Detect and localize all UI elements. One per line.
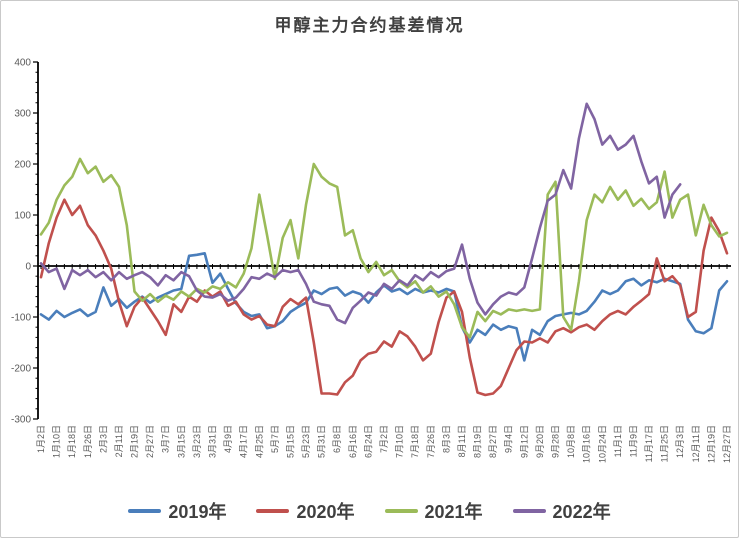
x-axis-label: 2月27日 (145, 425, 155, 458)
x-axis-label: 2月11日 (114, 425, 124, 457)
x-axis-label: 5月15日 (285, 425, 295, 458)
legend-swatch (256, 508, 290, 514)
x-axis-label: 1月2日 (36, 425, 46, 453)
legend-item-2019年: 2019年 (128, 498, 226, 524)
x-axis-label: 7月26日 (426, 425, 436, 458)
x-axis-label: 10月24日 (597, 425, 607, 463)
x-axis-label: 3月23日 (192, 425, 202, 458)
x-axis-label: 9月12日 (519, 425, 529, 458)
y-axis-label: -300 (11, 415, 31, 426)
x-axis-label: 1月26日 (83, 425, 93, 458)
x-axis-label: 9月28日 (551, 425, 561, 458)
legend-item-2020年: 2020年 (256, 498, 355, 524)
y-axis-label: -200 (11, 364, 31, 375)
x-axis-label: 6月24日 (363, 425, 373, 458)
x-axis-label: 2月3日 (98, 425, 108, 453)
legend-item-2021年: 2021年 (384, 498, 483, 524)
x-axis-label: 2月19日 (130, 425, 140, 458)
y-axis-label: 200 (14, 160, 31, 171)
x-axis-label: 7月2日 (379, 425, 389, 453)
x-axis-label: 12月11日 (691, 425, 701, 462)
series-line-2020年 (39, 198, 729, 397)
x-axis-label: 6月16日 (348, 425, 358, 458)
y-axis-label: 400 (14, 58, 31, 69)
x-axis-label: 8月27日 (488, 425, 498, 458)
x-axis-label: 7月18日 (410, 425, 420, 458)
x-axis-label: 11月9日 (628, 425, 638, 457)
legend-label: 2022年 (552, 502, 611, 522)
x-axis-label: 3月15日 (176, 425, 186, 458)
legend-label: 2020年 (296, 502, 355, 522)
y-axis-label: 100 (14, 211, 31, 222)
x-axis-label: 10月8日 (566, 425, 576, 458)
x-axis-label: 10月16日 (582, 425, 592, 463)
x-axis-label: 8月3日 (441, 425, 451, 453)
x-axis-label: 12月19日 (706, 425, 716, 463)
x-axis-label: 12月27日 (722, 425, 732, 463)
x-axis-label: 3月31日 (208, 425, 218, 458)
x-axis-label: 5月23日 (301, 425, 311, 458)
x-axis-label: 9月20日 (535, 425, 545, 458)
x-axis-label: 1月18日 (67, 425, 77, 458)
series-line-2021年 (39, 157, 729, 339)
x-axis-label: 8月19日 (473, 425, 483, 458)
legend-label: 2019年 (168, 502, 227, 522)
x-axis-label: 6月8日 (332, 425, 342, 453)
x-axis-label: 9月4日 (504, 425, 514, 453)
chart-title: 甲醇主力合约基差情况 (274, 16, 465, 36)
x-axis-label: 11月1日 (613, 425, 623, 457)
y-axis-label: 300 (14, 109, 31, 120)
legend-label: 2021年 (424, 502, 483, 522)
x-axis-label: 1月10日 (52, 425, 62, 458)
x-axis-label: 5月31日 (317, 425, 327, 458)
x-axis-label: 5月7日 (270, 425, 280, 453)
x-axis-label: 3月7日 (161, 425, 171, 453)
x-axis-label: 12月3日 (675, 425, 685, 458)
y-axis-label: -100 (11, 313, 31, 324)
x-axis-label: 7月10日 (395, 425, 405, 458)
x-axis-label: 4月25日 (254, 425, 264, 458)
x-axis-label: 11月17日 (644, 425, 654, 462)
legend-swatch (128, 508, 162, 514)
series-line-2019年 (39, 252, 729, 362)
x-axis-label: 4月17日 (239, 425, 249, 458)
x-axis-label: 4月9日 (223, 425, 233, 453)
legend-item-2022年: 2022年 (512, 498, 611, 524)
x-axis-label: 8月11日 (457, 425, 467, 457)
plot-area: 400 300 200 100 0 -100 -200 -300 1月2日 1月10日 1月18日 1… (11, 58, 732, 464)
y-axis-label: 0 (25, 262, 31, 273)
legend: 2019年 2020年 2021年 2022年 (1, 490, 738, 532)
series-line-2022年 (39, 102, 682, 325)
legend-swatch (512, 508, 546, 514)
x-axis-label: 11月25日 (660, 425, 670, 462)
legend-swatch (384, 508, 418, 514)
